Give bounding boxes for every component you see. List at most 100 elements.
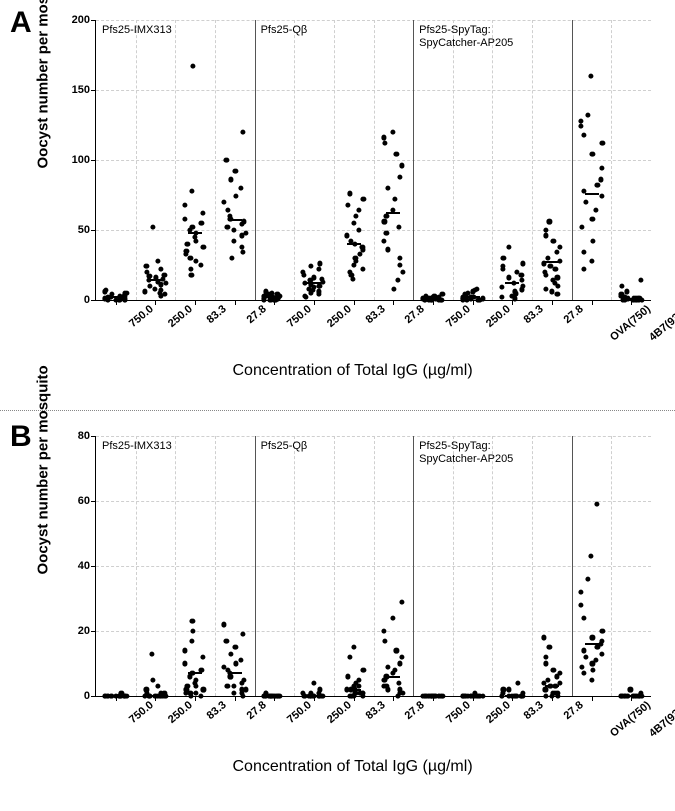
chart-a: 050100150200750.0250.083.327.8750.0250.0…: [95, 20, 650, 300]
group-label: SpyCatcher-AP205: [419, 37, 570, 49]
data-point: [584, 199, 589, 204]
data-point: [396, 278, 401, 283]
data-point: [392, 197, 397, 202]
data-point: [589, 258, 594, 263]
group-label: Pfs25-Qβ: [261, 24, 412, 36]
gridline-v: [215, 20, 216, 300]
data-point: [600, 651, 605, 656]
xtick-label: 250.0: [325, 303, 354, 330]
group-separator: [572, 20, 573, 300]
data-point: [381, 239, 386, 244]
gridline-v: [136, 20, 137, 300]
data-point: [595, 183, 600, 188]
data-point: [149, 651, 154, 656]
data-point: [238, 185, 243, 190]
data-point: [163, 292, 168, 297]
group-label: Pfs25-IMX313: [102, 440, 253, 452]
data-point: [590, 635, 595, 640]
data-point: [399, 599, 404, 604]
data-point: [155, 258, 160, 263]
data-point: [345, 674, 350, 679]
data-point: [318, 261, 323, 266]
data-point: [384, 230, 389, 235]
data-point: [190, 64, 195, 69]
median-bar: [386, 676, 400, 678]
ytick-label: 20: [78, 625, 96, 637]
panel-divider: [0, 410, 675, 411]
data-point: [190, 628, 195, 633]
gridline-v: [175, 20, 176, 300]
data-point: [347, 191, 352, 196]
xtick-label: 750.0: [444, 699, 473, 726]
gridline-v: [453, 436, 454, 696]
data-point: [579, 664, 584, 669]
xtick-label: 750.0: [285, 699, 314, 726]
data-point: [593, 208, 598, 213]
ytick-label: 80: [78, 430, 96, 442]
data-point: [521, 261, 526, 266]
data-point: [353, 213, 358, 218]
median-bar: [188, 672, 202, 674]
median-bar: [505, 695, 519, 697]
data-point: [398, 255, 403, 260]
data-point: [578, 118, 583, 123]
data-point: [543, 693, 548, 698]
data-point: [394, 152, 399, 157]
data-point: [198, 693, 203, 698]
data-point: [588, 73, 593, 78]
data-point: [401, 269, 406, 274]
gridline-v: [136, 436, 137, 696]
data-point: [185, 241, 190, 246]
data-point: [620, 283, 625, 288]
data-point: [231, 684, 236, 689]
group-label: Pfs25-IMX313: [102, 24, 253, 36]
xtick-label: 83.3: [522, 699, 546, 722]
data-point: [345, 202, 350, 207]
data-point: [599, 177, 604, 182]
median-bar: [505, 282, 519, 284]
data-point: [499, 285, 504, 290]
data-point: [581, 267, 586, 272]
data-point: [238, 658, 243, 663]
data-point: [586, 576, 591, 581]
panel-letter-a: A: [10, 6, 32, 40]
xtick-label: 250.0: [484, 303, 513, 330]
data-point: [233, 169, 238, 174]
xtick-label: 250.0: [166, 303, 195, 330]
data-point: [198, 262, 203, 267]
data-point: [221, 622, 226, 627]
xtick-label: OVA(750): [607, 303, 652, 343]
xtick-mark: [393, 300, 394, 305]
median-bar: [109, 695, 123, 697]
median-bar: [466, 296, 480, 298]
data-point: [628, 687, 633, 692]
data-point: [506, 275, 511, 280]
data-point: [162, 272, 167, 277]
data-point: [243, 230, 248, 235]
data-point: [600, 628, 605, 633]
data-point: [381, 135, 386, 140]
data-point: [385, 247, 390, 252]
median-bar: [585, 193, 599, 195]
median-bar: [307, 282, 321, 284]
data-point: [578, 124, 583, 129]
xtick-mark: [592, 300, 593, 305]
xlabel: Concentration of Total IgG (µg/ml): [233, 362, 473, 380]
data-point: [243, 687, 248, 692]
data-point: [182, 661, 187, 666]
data-point: [481, 693, 486, 698]
gridline-v: [492, 436, 493, 696]
xtick-label: 750.0: [285, 303, 314, 330]
data-point: [228, 651, 233, 656]
median-bar: [307, 695, 321, 697]
data-point: [226, 208, 231, 213]
figure-root: AB050100150200750.0250.083.327.8750.0250…: [0, 0, 675, 811]
xtick-label: OVA(750): [607, 699, 652, 739]
median-bar: [347, 689, 361, 691]
data-point: [541, 635, 546, 640]
data-point: [391, 129, 396, 134]
data-point: [311, 680, 316, 685]
data-point: [344, 233, 349, 238]
data-point: [189, 272, 194, 277]
gridline-v: [175, 436, 176, 696]
